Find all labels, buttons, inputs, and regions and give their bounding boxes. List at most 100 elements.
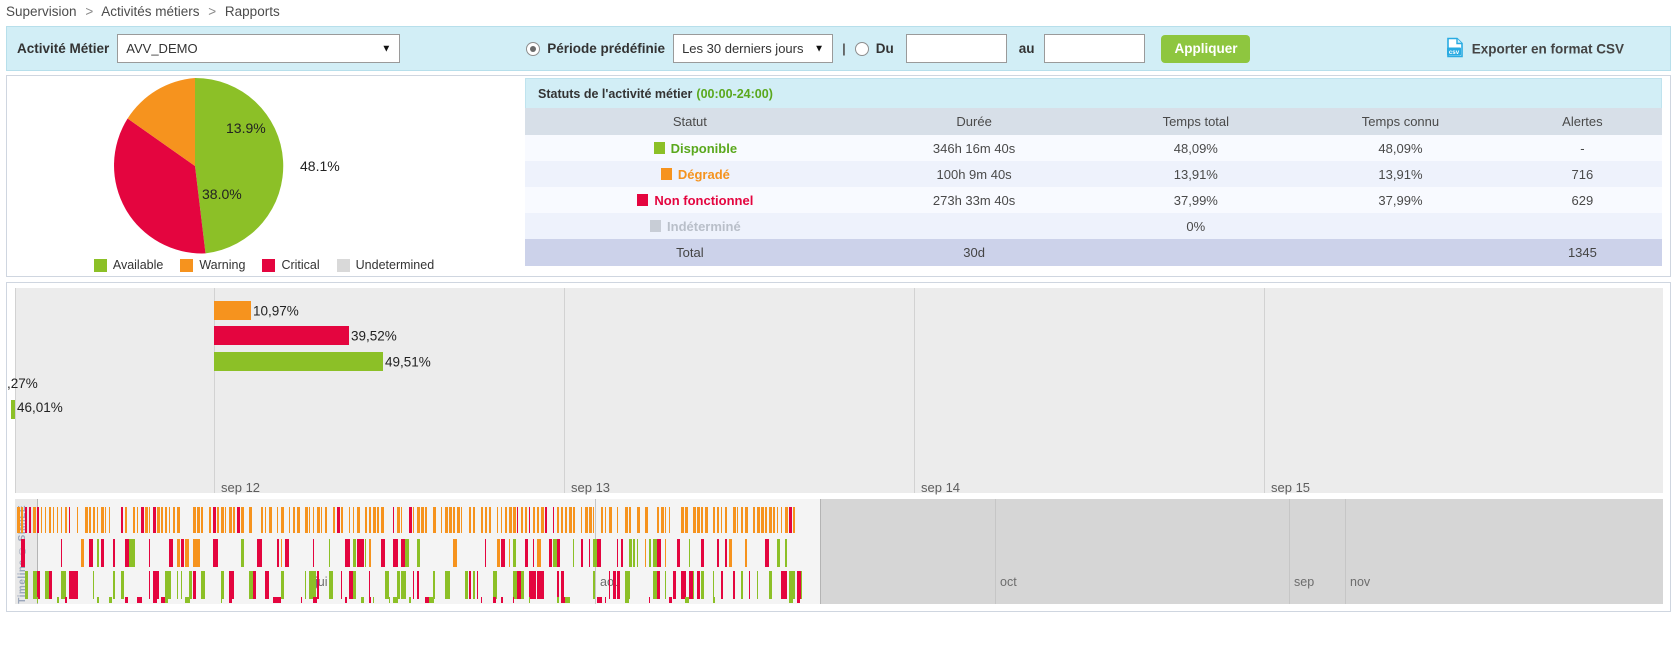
- status-table-title-range: (00:00-24:00): [696, 86, 773, 101]
- navigator-tick: [761, 507, 764, 533]
- navigator-tick: [265, 507, 266, 533]
- column-header-temps-total[interactable]: Temps total: [1093, 108, 1299, 135]
- status-label-disponible[interactable]: Disponible: [670, 140, 738, 156]
- column-header-duree[interactable]: Durée: [854, 108, 1094, 135]
- navigator-tick: [417, 539, 420, 567]
- status-label-degrade[interactable]: Dégradé: [677, 166, 730, 182]
- radio-plage-dates[interactable]: [854, 41, 869, 56]
- legend-item-undetermined[interactable]: Undetermined: [336, 258, 434, 272]
- navigator-tick: [349, 571, 354, 599]
- navigator-tick: [741, 507, 743, 533]
- navigator-tick: [589, 507, 592, 533]
- navigator-tick: [413, 571, 414, 599]
- navigator-tick: [157, 507, 160, 533]
- navigator-tick: [689, 571, 694, 599]
- status-label-indetermine[interactable]: Indéterminé: [667, 218, 741, 234]
- navigator-tick: [345, 597, 347, 603]
- grid-line: [914, 288, 915, 493]
- navigator-tick: [369, 597, 371, 603]
- navigator-tick: [61, 507, 62, 533]
- navigator-tick: [517, 507, 518, 533]
- navigator-tick: [693, 507, 696, 533]
- navigator-tick: [369, 539, 371, 567]
- navigator-tick: [617, 571, 620, 599]
- navigator-tick: [553, 507, 554, 533]
- navigator-tick: [229, 507, 232, 533]
- navigator-tick: [49, 507, 51, 533]
- navigator-tick: [797, 571, 801, 599]
- navigator-tick: [25, 571, 28, 599]
- legend-item-warning[interactable]: Warning: [180, 258, 245, 272]
- navigator-tick: [57, 507, 58, 533]
- navigator-tick: [345, 539, 349, 567]
- navigator-tick: [241, 539, 244, 567]
- navigator-tick: [649, 539, 651, 567]
- navigator-tick: [513, 539, 516, 567]
- navigator-tick: [733, 507, 736, 533]
- legend-item-available[interactable]: Available: [93, 258, 164, 272]
- separator-pipe: |: [842, 41, 846, 56]
- navigator-tick: [133, 539, 135, 567]
- column-header-statut[interactable]: Statut: [525, 108, 855, 135]
- export-csv-label: Exporter en format CSV: [1471, 41, 1624, 56]
- bar-critical[interactable]: 39,52%: [214, 326, 397, 345]
- navigator-tick: [453, 507, 455, 533]
- navigator-tick: [745, 507, 748, 533]
- timeline-navigator[interactable]: Timeline © SIMILE jui aou sep oct nov: [15, 499, 1663, 604]
- navigator-tick: [185, 539, 189, 567]
- navigator-tick: [217, 539, 218, 567]
- x-tick-sep-13: sep 13: [571, 480, 611, 495]
- navigator-tick: [209, 507, 211, 533]
- bar-warning[interactable]: 10,97%: [214, 301, 299, 320]
- navigator-tick: [305, 571, 306, 599]
- navigator-tick: [21, 539, 25, 567]
- navigator-tick: [93, 571, 94, 599]
- date-to-input[interactable]: [1044, 34, 1146, 63]
- navigator-tick: [41, 507, 42, 533]
- breadcrumb-item-rapports[interactable]: Rapports: [224, 4, 280, 19]
- pie-legend: Available Warning Critical Undetermined: [7, 258, 521, 272]
- navigator-tick: [49, 571, 52, 599]
- export-csv-button[interactable]: csv Exporter en format CSV: [1445, 37, 1624, 60]
- row-temps-connu-cell: [1298, 213, 1503, 239]
- bar-clipped-2[interactable]: [11, 400, 15, 419]
- navigator-tick: [393, 507, 394, 533]
- navigator-tick: [129, 539, 133, 567]
- radio-periode-predefinie[interactable]: [526, 41, 541, 56]
- column-header-temps-connu[interactable]: Temps connu: [1298, 108, 1503, 135]
- total-temps-total-cell: [1093, 239, 1299, 266]
- navigator-tick: [557, 571, 559, 599]
- status-label-non-fonctionnel[interactable]: Non fonctionnel: [654, 192, 754, 208]
- navigator-tick: [409, 597, 411, 603]
- pie-label-available: 48.1%: [300, 158, 340, 174]
- navigator-tick: [481, 507, 483, 533]
- navigator-tick: [225, 507, 226, 533]
- navigator-tick: [69, 571, 74, 599]
- legend-label-available: Available: [112, 258, 164, 272]
- navigator-grid-line: [995, 499, 996, 604]
- navigator-tick: [537, 539, 541, 567]
- navigator-tick: [557, 539, 560, 567]
- bar-available[interactable]: 49,51%: [214, 352, 431, 371]
- total-label-cell: Total: [525, 239, 855, 266]
- navigator-tick: [625, 507, 628, 533]
- period-select[interactable]: Les 30 derniers jours ▼: [673, 34, 834, 63]
- navigator-tick: [33, 571, 37, 599]
- status-table-title: Statuts de l'activité métier (00:00-24:0…: [525, 78, 1662, 108]
- total-duree-cell: 30d: [854, 239, 1094, 266]
- navigator-tick: [265, 571, 269, 599]
- date-from-input[interactable]: [905, 34, 1007, 63]
- navigator-tick: [753, 507, 755, 533]
- navigator-tick: [717, 507, 719, 533]
- navigator-tick: [249, 507, 252, 533]
- navigator-tick: [353, 539, 356, 567]
- legend-item-critical[interactable]: Critical: [262, 258, 320, 272]
- activity-select[interactable]: AVV_DEMO ▼: [117, 34, 401, 63]
- navigator-tick: [605, 597, 606, 603]
- column-header-alertes[interactable]: Alertes: [1502, 108, 1662, 135]
- apply-button[interactable]: Appliquer: [1161, 34, 1251, 63]
- breadcrumb-item-supervision[interactable]: Supervision: [6, 4, 77, 19]
- navigator-tick: [37, 597, 38, 603]
- navigator-tick: [421, 507, 424, 533]
- breadcrumb-item-activites-metiers[interactable]: Activités métiers: [101, 4, 200, 19]
